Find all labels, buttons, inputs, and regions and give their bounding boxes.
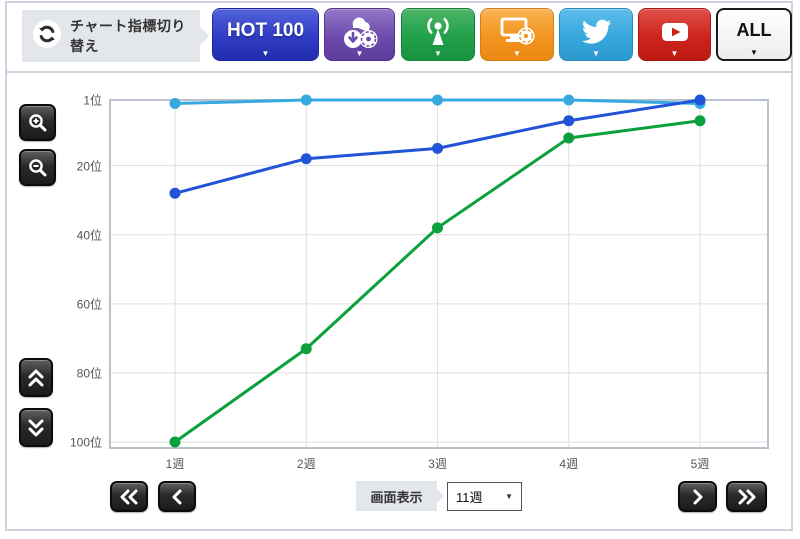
blue-data-point[interactable]: [432, 142, 443, 154]
caret-down-icon: ▼: [592, 49, 600, 58]
hot100-label: HOT 100: [226, 19, 305, 41]
page-next-button[interactable]: [678, 481, 717, 512]
caret-down-icon: ▼: [513, 49, 521, 58]
chart-switch-label: チャート指標切り替え: [22, 10, 200, 62]
y-tick-label: 20位: [76, 159, 102, 174]
zoom-in-button[interactable]: [19, 104, 56, 141]
display-weeks-select[interactable]: 11週 ▼: [447, 482, 522, 511]
scroll-down-button[interactable]: [19, 408, 53, 447]
select-caret-icon: ▼: [505, 492, 513, 501]
youtube-play-icon: [655, 15, 695, 54]
display-range-label: 画面表示: [356, 481, 437, 511]
green-data-point[interactable]: [694, 115, 706, 127]
caret-down-icon: ▼: [434, 49, 442, 58]
display-range-text: 画面表示: [370, 489, 423, 505]
switch-sync-icon: [32, 19, 62, 54]
radio-airplay-button[interactable]: ▼: [401, 8, 475, 61]
chevron-right-icon: [693, 489, 702, 504]
blue-data-point[interactable]: [694, 94, 706, 106]
y-tick-label: 100位: [69, 435, 102, 450]
sales-button[interactable]: ▼: [324, 8, 395, 61]
zoom-out-icon: [28, 158, 46, 176]
zoom-out-button[interactable]: [19, 149, 56, 186]
monitor-disc-icon: [495, 12, 539, 57]
rank-trend-chart: [109, 94, 769, 449]
double-chevron-up-icon: [28, 369, 44, 386]
caret-down-icon: ▼: [750, 48, 758, 57]
green-data-point[interactable]: [432, 222, 443, 234]
x-tick-label: 3週: [428, 457, 447, 471]
all-button[interactable]: ALL ▼: [716, 8, 792, 61]
light-blue-data-point[interactable]: [432, 94, 443, 106]
sales-icon: [339, 12, 381, 57]
x-tick-label: 5週: [690, 457, 710, 471]
blue-data-point[interactable]: [563, 115, 575, 127]
toolbar-divider: [7, 71, 791, 73]
x-tick-label: 1週: [165, 457, 185, 471]
light-blue-data-point[interactable]: [300, 94, 312, 106]
caret-down-icon: ▼: [355, 49, 364, 58]
blue-data-point[interactable]: [300, 153, 312, 165]
zoom-in-icon: [28, 113, 46, 131]
page-prev-button[interactable]: [158, 481, 196, 512]
hot100-button[interactable]: HOT 100 ▼: [212, 8, 319, 61]
youtube-button[interactable]: ▼: [638, 8, 711, 61]
double-chevron-right-icon: [738, 489, 755, 504]
twitter-bird-icon: [578, 16, 614, 53]
lookup-button[interactable]: ▼: [480, 8, 554, 61]
double-chevron-down-icon: [28, 419, 44, 436]
twitter-button[interactable]: ▼: [559, 8, 633, 61]
y-tick-label: 40位: [76, 228, 102, 243]
x-tick-label: 2週: [296, 457, 316, 471]
light-blue-data-point[interactable]: [563, 94, 575, 106]
caret-down-icon: ▼: [670, 49, 679, 58]
display-weeks-value: 11週: [456, 490, 483, 505]
page-first-button[interactable]: [110, 481, 148, 512]
scroll-up-button[interactable]: [19, 358, 53, 397]
chart-switch-text: チャート指標切り替え: [70, 18, 186, 54]
chevron-left-icon: [172, 489, 182, 504]
green-data-point[interactable]: [169, 436, 181, 448]
caret-down-icon: ▼: [261, 49, 270, 58]
page-last-button[interactable]: [726, 481, 767, 512]
green-data-point[interactable]: [563, 132, 575, 144]
all-label: ALL: [736, 20, 772, 40]
blue-data-point[interactable]: [169, 187, 181, 199]
y-tick-label: 60位: [76, 297, 102, 312]
radio-tower-icon: [418, 12, 458, 57]
x-tick-label: 4週: [559, 457, 579, 471]
green-data-point[interactable]: [300, 343, 312, 355]
y-tick-label: 1位: [83, 93, 102, 108]
y-tick-label: 80位: [76, 366, 102, 381]
double-chevron-left-icon: [120, 489, 138, 504]
light-blue-data-point[interactable]: [169, 97, 181, 109]
